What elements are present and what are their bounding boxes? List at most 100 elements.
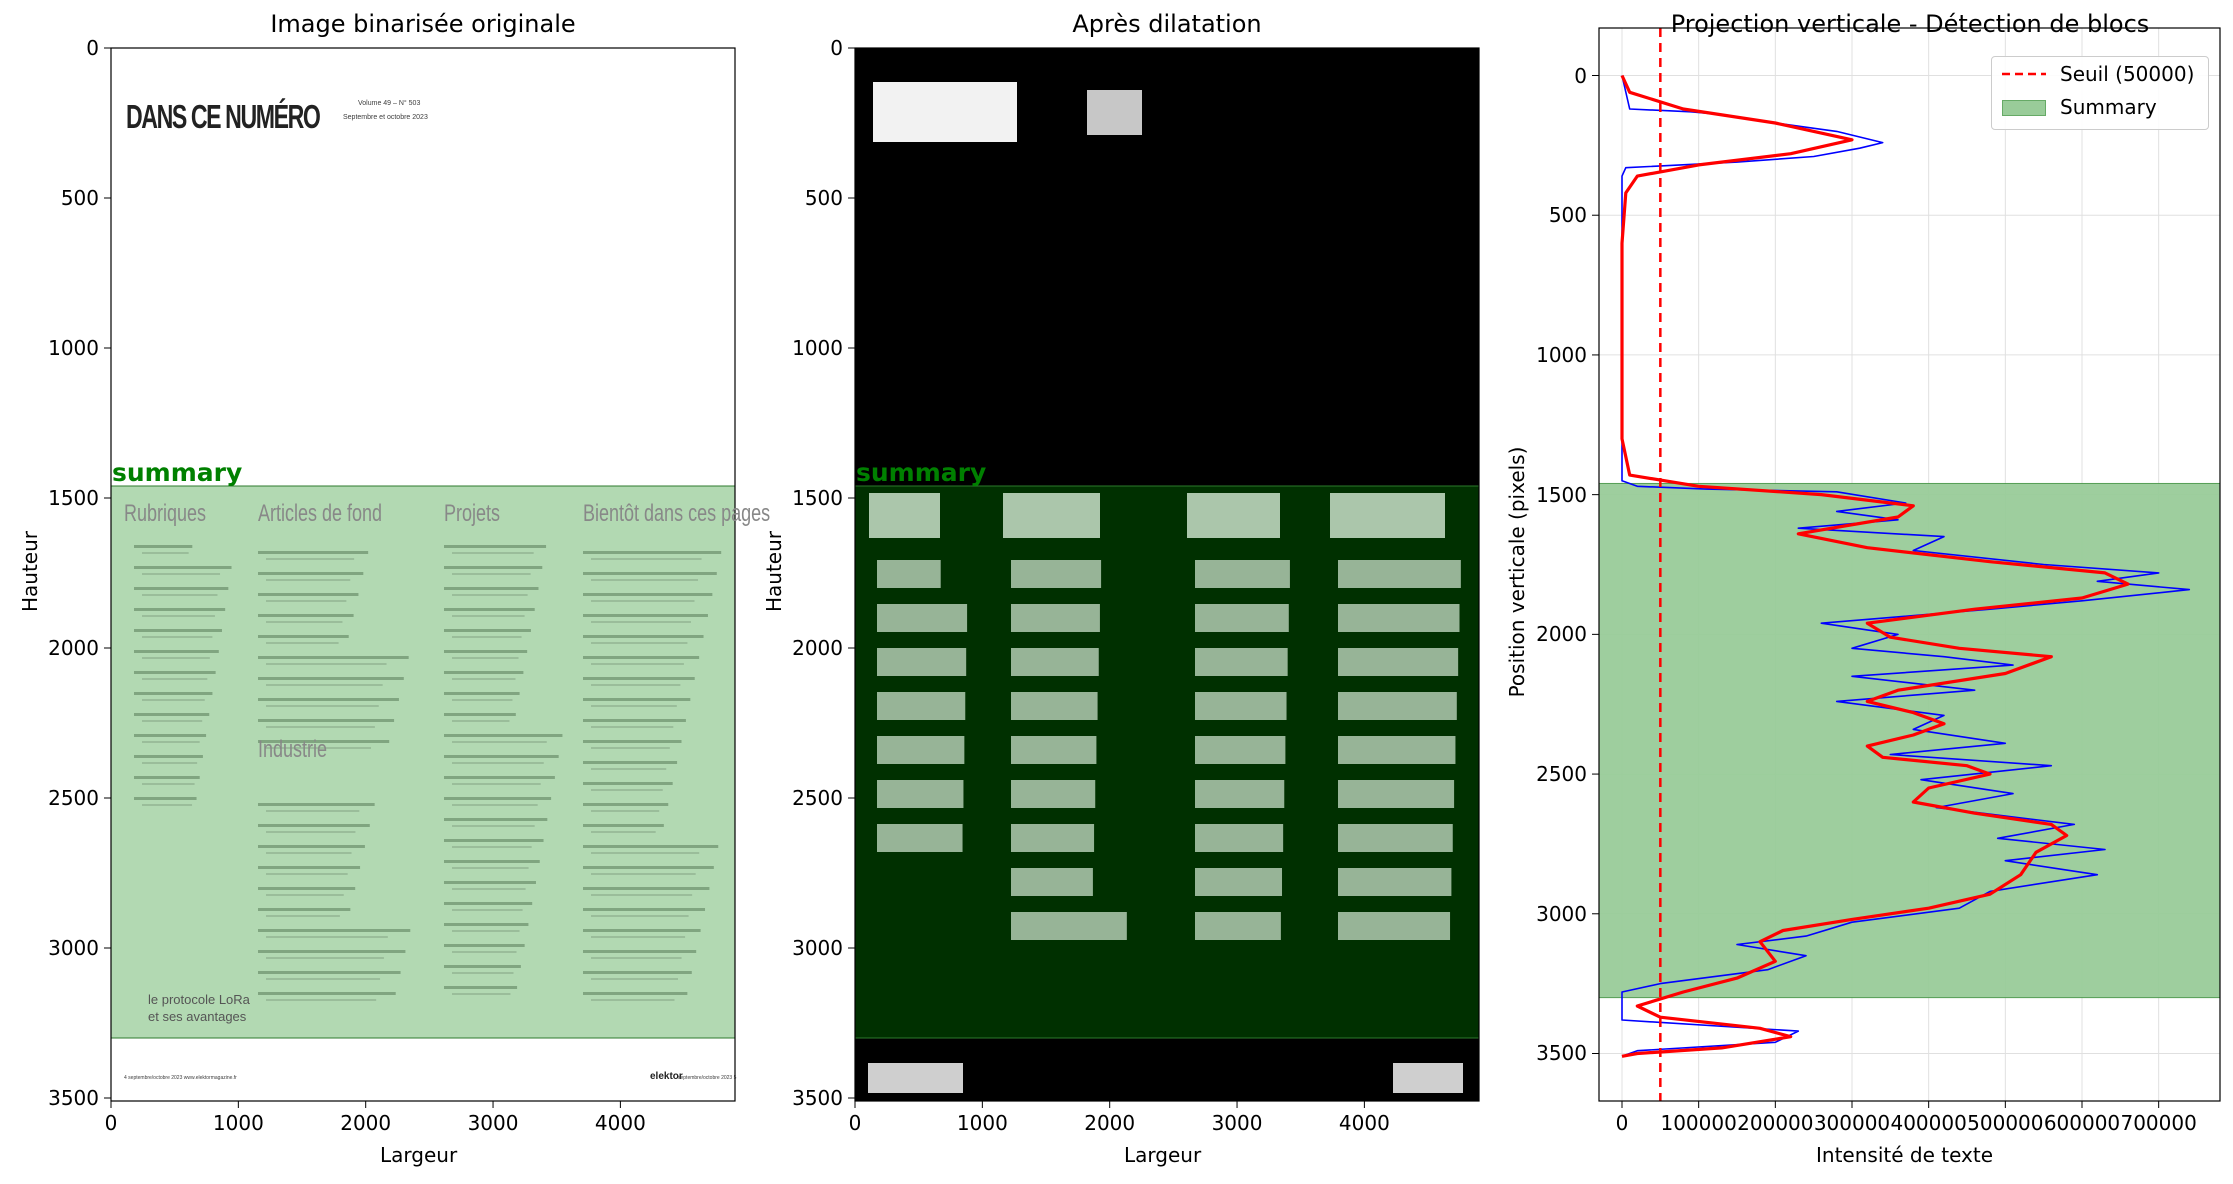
y-tick-label: 1000 <box>48 336 99 360</box>
doc-col-bientot: Bientôt dans ces pages <box>583 500 771 527</box>
doc-text-line <box>266 558 355 560</box>
panel2-summary-label: summary <box>856 458 987 487</box>
panel1-frame <box>110 47 736 1102</box>
doc-text-line <box>142 720 203 722</box>
doc-text-line <box>591 621 691 623</box>
doc-text-line <box>591 768 667 770</box>
dilated-text-block <box>1195 868 1283 896</box>
panel1-ylabel: Hauteur <box>18 530 42 612</box>
doc-text-line <box>258 698 399 701</box>
doc-text-line <box>444 860 540 863</box>
doc-text-line <box>452 699 513 701</box>
y-tick-label: 3000 <box>1536 901 1587 926</box>
doc-text-line <box>452 804 538 806</box>
dilated-text-block <box>1011 736 1097 764</box>
dilated-text-block <box>1195 736 1286 764</box>
doc-text-line <box>134 755 203 758</box>
doc-text-line <box>452 615 525 617</box>
doc-text-line <box>583 761 678 764</box>
doc-text-line <box>591 684 681 686</box>
doc-text-line <box>134 629 222 632</box>
panel3-title: Projection verticale - Détection de bloc… <box>1670 10 2150 38</box>
doc-text-line <box>444 902 533 905</box>
dilated-header-block <box>869 493 940 538</box>
doc-text-line <box>591 600 695 602</box>
y-tick-label: 1500 <box>48 486 99 510</box>
doc-text-line <box>258 992 396 995</box>
y-tick-label: 3000 <box>792 936 843 960</box>
doc-text-line <box>583 971 692 974</box>
dilated-header-block <box>1330 493 1445 538</box>
doc-text-line <box>266 663 387 665</box>
doc-text-line <box>452 573 531 575</box>
doc-text-line <box>591 642 688 644</box>
doc-lora-caption-2: et ses avantages <box>148 1009 247 1024</box>
doc-text-line <box>258 866 361 869</box>
doc-text-line <box>583 908 706 911</box>
x-tick-label: 2000 <box>1084 1111 1136 1135</box>
doc-text-line <box>583 950 697 953</box>
doc-text-line <box>452 552 534 554</box>
doc-text-line <box>452 762 544 764</box>
doc-text-line <box>134 734 207 737</box>
x-tick-label: 500000 <box>1967 1111 2044 1135</box>
doc-text-line <box>583 866 714 869</box>
doc-text-line <box>142 783 195 785</box>
doc-text-line <box>258 572 364 575</box>
doc-text-line <box>134 608 226 611</box>
doc-text-line <box>444 671 524 674</box>
y-tick-label: 2500 <box>48 786 99 810</box>
doc-text-line <box>266 600 347 602</box>
doc-text-line <box>583 929 701 932</box>
doc-text-line <box>591 936 686 938</box>
doc-text-line <box>134 566 232 569</box>
doc-text-line <box>583 719 686 722</box>
doc-text-line <box>452 825 535 827</box>
doc-text-line <box>142 615 215 617</box>
doc-text-line <box>142 636 213 638</box>
doc-col-rubriques: Rubriques <box>124 500 207 527</box>
doc-text-line <box>452 657 519 659</box>
doc-text-line <box>444 734 563 737</box>
doc-text-line <box>258 950 406 953</box>
doc-text-line <box>452 867 529 869</box>
doc-text-line <box>266 957 384 959</box>
doc-text-line <box>452 846 532 848</box>
doc-text-line <box>452 993 511 995</box>
doc-text-line <box>583 845 719 848</box>
doc-text-line <box>591 894 693 896</box>
doc-text-line <box>452 783 541 785</box>
doc-text-line <box>583 803 669 806</box>
panel2-xlabel: Largeur <box>1124 1143 1202 1167</box>
x-tick-label: 4000 <box>594 1111 646 1135</box>
x-tick-label: 3000 <box>1211 1111 1263 1135</box>
doc-lora-caption-1: le protocole LoRa <box>148 992 250 1007</box>
smoothed-projection-line <box>1620 74 2130 1058</box>
doc-text-line <box>142 552 189 554</box>
y-tick-label: 2000 <box>1536 622 1587 647</box>
doc-volume-line1: Volume 49 – N° 503 <box>358 100 421 107</box>
doc-text-line <box>142 657 210 659</box>
dilated-text-block <box>1195 648 1288 676</box>
dilated-text-block <box>877 604 968 632</box>
doc-text-line <box>591 957 682 959</box>
doc-text-line <box>142 699 205 701</box>
doc-text-line <box>444 923 529 926</box>
y-tick-label: 3500 <box>792 1086 843 1110</box>
doc-text-line <box>591 978 679 980</box>
doc-text-line <box>583 614 708 617</box>
summary-span <box>1598 482 2221 999</box>
doc-text-line <box>258 887 356 890</box>
doc-footer-left: 4 septembre/octobre 2023 www.elektormaga… <box>124 1075 237 1081</box>
panel3-ylabel: Position verticale (pixels) <box>1505 446 1529 698</box>
doc-text-line <box>591 579 699 581</box>
x-tick-label: 200000 <box>1737 1111 1814 1135</box>
dilated-footer-right <box>1393 1063 1463 1093</box>
doc-text-line <box>591 810 660 812</box>
panel2-title: Après dilatation <box>1072 10 1262 38</box>
doc-text-line <box>583 887 710 890</box>
dilated-text-block <box>1195 824 1284 852</box>
doc-text-line <box>444 713 516 716</box>
dilated-text-block <box>1338 912 1451 940</box>
doc-text-line <box>266 936 388 938</box>
